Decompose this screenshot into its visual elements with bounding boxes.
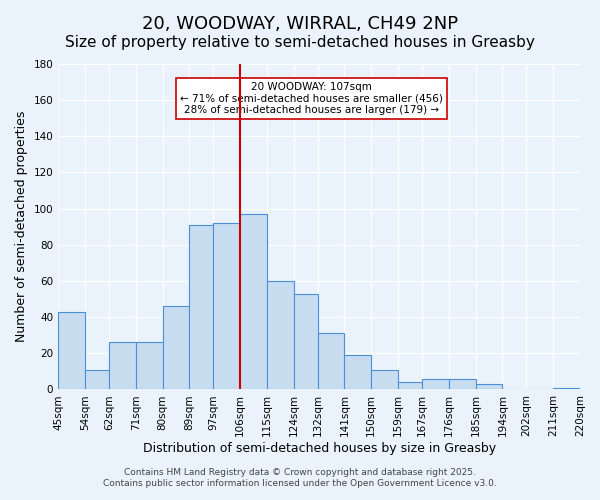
Bar: [58, 312, 85, 390]
Text: 20, WOODWAY, WIRRAL, CH49 2NP: 20, WOODWAY, WIRRAL, CH49 2NP: [142, 15, 458, 33]
Bar: [449, 378, 476, 390]
Bar: [398, 382, 422, 390]
Bar: [85, 370, 109, 390]
Bar: [422, 378, 449, 390]
Bar: [109, 342, 136, 390]
Text: Contains HM Land Registry data © Crown copyright and database right 2025.
Contai: Contains HM Land Registry data © Crown c…: [103, 468, 497, 487]
Bar: [294, 294, 317, 390]
Bar: [344, 355, 371, 390]
Y-axis label: Number of semi-detached properties: Number of semi-detached properties: [15, 111, 28, 342]
Bar: [213, 223, 240, 390]
Bar: [317, 334, 344, 390]
Bar: [163, 306, 190, 390]
Text: 20 WOODWAY: 107sqm
← 71% of semi-detached houses are smaller (456)
28% of semi-d: 20 WOODWAY: 107sqm ← 71% of semi-detache…: [180, 82, 443, 116]
Bar: [136, 342, 163, 390]
Bar: [476, 384, 502, 390]
Bar: [240, 214, 267, 390]
Bar: [267, 281, 294, 390]
Bar: [553, 388, 580, 390]
Bar: [190, 225, 213, 390]
Bar: [371, 370, 398, 390]
Text: Size of property relative to semi-detached houses in Greasby: Size of property relative to semi-detach…: [65, 35, 535, 50]
X-axis label: Distribution of semi-detached houses by size in Greasby: Distribution of semi-detached houses by …: [143, 442, 496, 455]
